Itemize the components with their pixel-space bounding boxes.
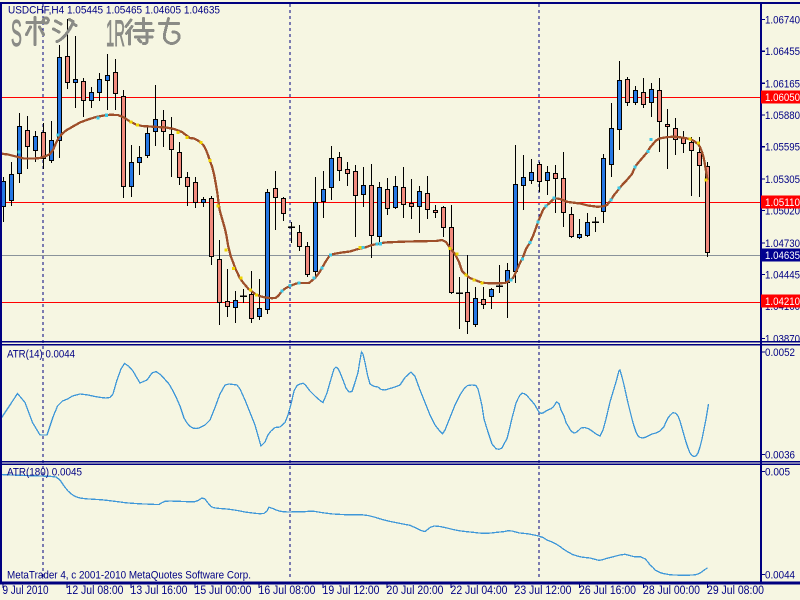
svg-text:12 Jul 08:00: 12 Jul 08:00 [67, 585, 124, 597]
svg-text:1.04635: 1.04635 [765, 250, 800, 262]
svg-text:1.05110: 1.05110 [765, 197, 800, 209]
svg-text:15 Jul 00:00: 15 Jul 00:00 [195, 585, 252, 597]
svg-text:USDCHF,H4 1.05445 1.05465 1.0: USDCHF,H4 1.05445 1.05465 1.04605 1.0463… [8, 5, 220, 17]
svg-text:MetaTrader 4, c 2001-2010 Meta: MetaTrader 4, c 2001-2010 MetaQuotes Sof… [7, 570, 251, 582]
svg-text:0.0044: 0.0044 [765, 570, 795, 582]
svg-text:1.04730: 1.04730 [765, 238, 800, 250]
svg-text:1.04210: 1.04210 [765, 296, 800, 308]
svg-text:1.06455: 1.06455 [765, 46, 800, 58]
svg-text:1.05305: 1.05305 [765, 174, 800, 186]
svg-text:9 Jul 2010: 9 Jul 2010 [3, 585, 49, 597]
svg-text:20 Jul 20:00: 20 Jul 20:00 [387, 585, 444, 597]
svg-text:23 Jul 12:00: 23 Jul 12:00 [515, 585, 572, 597]
svg-text:1.05880: 1.05880 [765, 110, 800, 122]
svg-text:1R: 1R [106, 12, 125, 54]
svg-text:13 Jul 16:00: 13 Jul 16:00 [131, 585, 188, 597]
svg-text:1.03870: 1.03870 [765, 333, 800, 345]
svg-text:0.0036: 0.0036 [765, 450, 795, 462]
svg-text:0.005: 0.005 [765, 467, 790, 479]
svg-text:19 Jul 12:00: 19 Jul 12:00 [323, 585, 380, 597]
svg-text:28 Jul 00:00: 28 Jul 00:00 [643, 585, 700, 597]
svg-text:26 Jul 16:00: 26 Jul 16:00 [579, 585, 636, 597]
svg-text:ATR(14) 0.0044: ATR(14) 0.0044 [7, 349, 75, 361]
svg-text:22 Jul 04:00: 22 Jul 04:00 [451, 585, 508, 597]
svg-text:29 Jul 08:00: 29 Jul 08:00 [707, 585, 764, 597]
svg-text:0.0052: 0.0052 [765, 347, 795, 359]
svg-text:16 Jul 08:00: 16 Jul 08:00 [259, 585, 316, 597]
svg-text:ATR(180) 0.0045: ATR(180) 0.0045 [7, 467, 82, 479]
svg-text:1.05595: 1.05595 [765, 142, 800, 154]
svg-text:1.06165: 1.06165 [765, 78, 800, 90]
svg-text:1.06740: 1.06740 [765, 14, 800, 26]
svg-text:1.06050: 1.06050 [765, 92, 800, 104]
svg-text:S: S [11, 14, 22, 55]
svg-text:1.05020: 1.05020 [765, 206, 800, 218]
svg-text:1.04445: 1.04445 [765, 270, 800, 282]
